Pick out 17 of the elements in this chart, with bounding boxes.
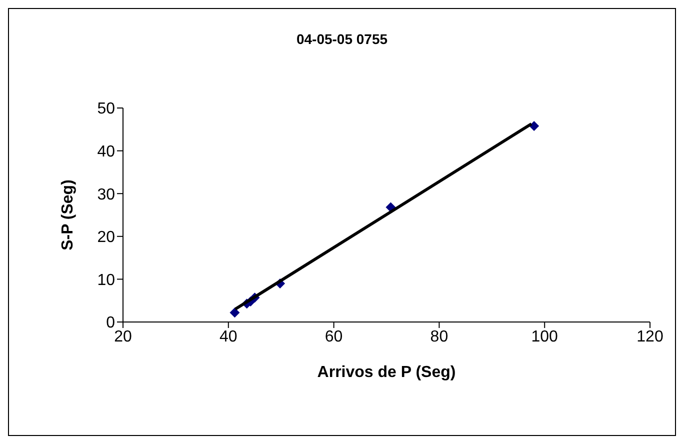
y-axis-title: S-P (Seg) <box>60 180 77 250</box>
x-axis-title: Arrivos de P (Seg) <box>317 364 456 381</box>
y-tick-label: 30 <box>97 186 116 204</box>
y-tick-label: 0 <box>106 314 116 332</box>
point <box>230 308 240 318</box>
x-tick-label: 20 <box>114 328 132 346</box>
x-tick-label: 120 <box>636 328 664 346</box>
x-tick-label: 100 <box>531 328 558 346</box>
point <box>529 120 540 131</box>
y-tick-label: 20 <box>97 229 116 246</box>
y-tick-label: 50 <box>97 100 116 118</box>
y-tick-label: 10 <box>97 272 116 289</box>
y-tick-label: 40 <box>97 143 116 160</box>
x-tick-label: 40 <box>220 328 238 346</box>
chart-title: 04-05-05 0755 <box>295 31 389 47</box>
x-tick-label: 80 <box>430 328 448 346</box>
x-tick-label: 60 <box>324 328 343 346</box>
